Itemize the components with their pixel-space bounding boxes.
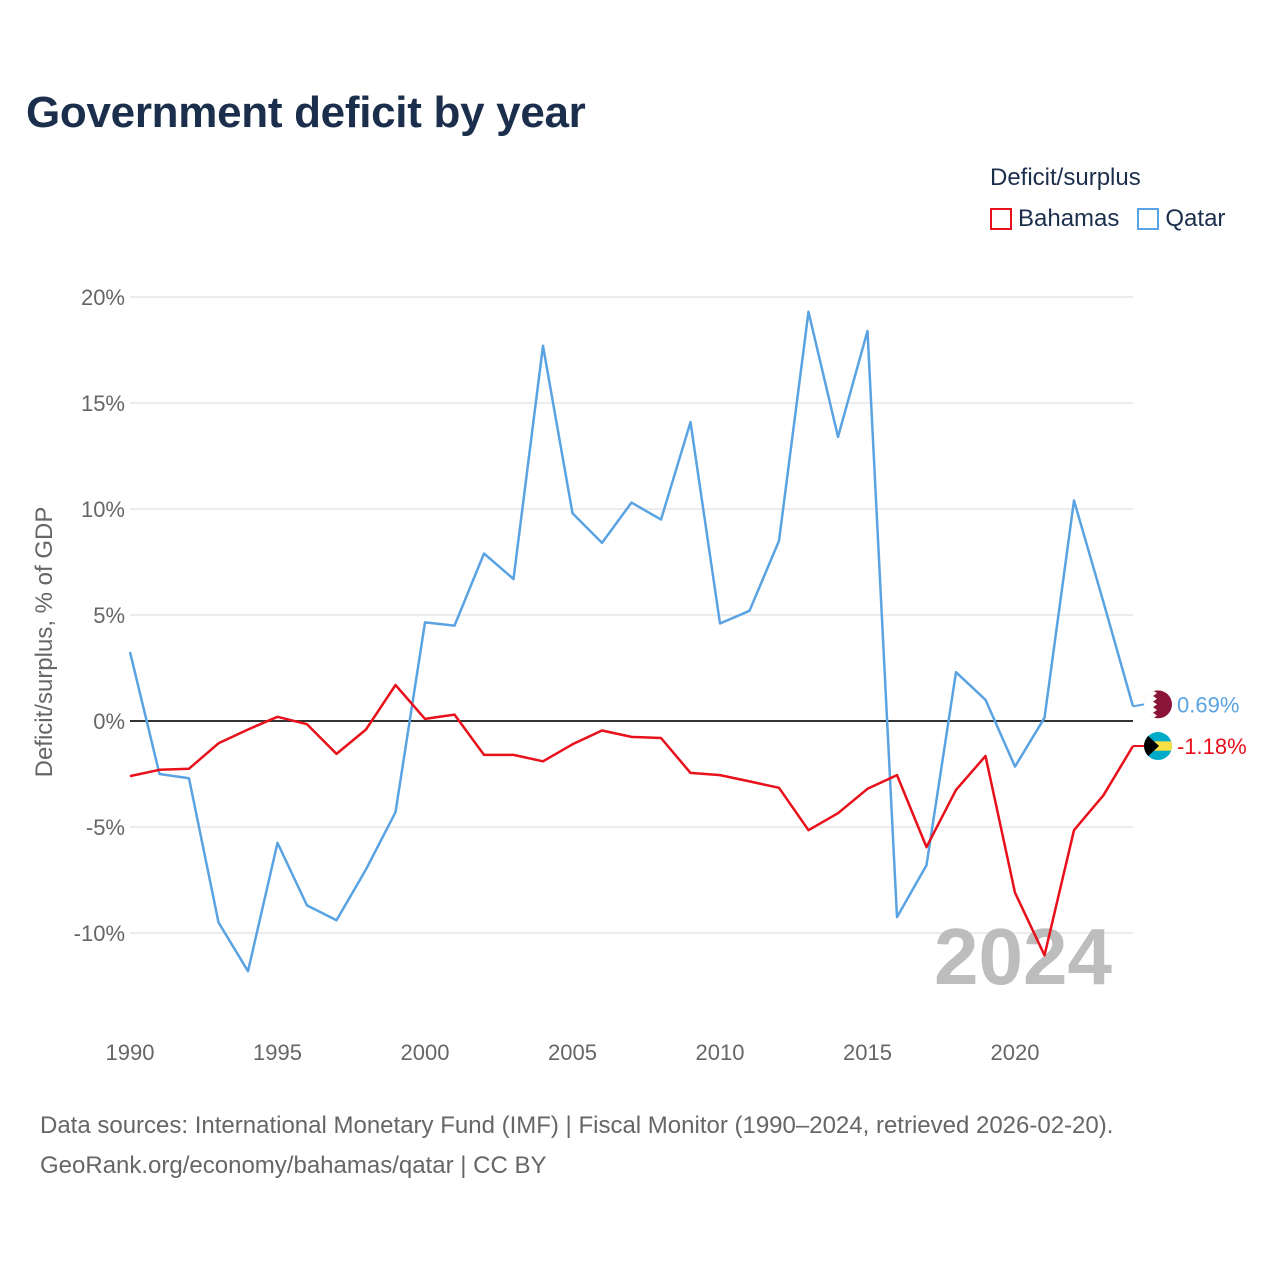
y-tick-label: 5% <box>93 603 125 628</box>
end-value-label-bahamas: -1.18% <box>1177 734 1247 759</box>
source-note: Data sources: International Monetary Fun… <box>40 1112 1114 1139</box>
legend-title: Deficit/surplus <box>990 164 1141 191</box>
y-axis-ticks: 20% 15% 10% 5% 0% -5% -10% <box>74 285 125 946</box>
legend-item-bahamas[interactable]: Bahamas <box>990 205 1119 233</box>
x-tick-label: 2010 <box>696 1040 745 1065</box>
y-tick-label: 10% <box>81 497 125 522</box>
x-tick-label: 1995 <box>253 1040 302 1065</box>
legend: Bahamas Qatar <box>990 205 1243 233</box>
x-tick-label: 1990 <box>106 1040 155 1065</box>
series-line-qatar[interactable] <box>128 310 1135 973</box>
y-tick-label: -10% <box>74 921 125 946</box>
y-tick-label: 20% <box>81 285 125 310</box>
x-tick-label: 2015 <box>843 1040 892 1065</box>
gridlines <box>130 296 1133 934</box>
series-lines <box>128 310 1135 973</box>
legend-swatch-bahamas <box>990 208 1012 230</box>
x-tick-label: 2000 <box>401 1040 450 1065</box>
x-tick-label: 2020 <box>991 1040 1040 1065</box>
series-line-bahamas[interactable] <box>129 683 1135 957</box>
attribution-link[interactable]: GeoRank.org/economy/bahamas/qatar | CC B… <box>40 1152 547 1179</box>
end-value-label-qatar: 0.69% <box>1177 692 1239 717</box>
y-tick-label: 15% <box>81 391 125 416</box>
line-chart: 20% 15% 10% 5% 0% -5% -10% 1990 1995 2000 2005 201… <box>31 285 1247 1065</box>
legend-label-bahamas: Bahamas <box>1018 205 1120 232</box>
x-tick-label: 2005 <box>548 1040 597 1065</box>
y-axis-label: Deficit/surplus, % of GDP <box>31 507 58 778</box>
series-endpoints: -1.18% 0.69% <box>1132 690 1247 761</box>
legend-label-qatar: Qatar <box>1165 205 1226 232</box>
legend-swatch-qatar <box>1137 208 1160 230</box>
bahamas-flag-icon <box>1144 732 1172 761</box>
qatar-flag-icon <box>1144 690 1172 719</box>
y-tick-label: -5% <box>86 815 125 840</box>
chart-title: Government deficit by year <box>26 88 586 137</box>
legend-item-qatar[interactable]: Qatar <box>1137 205 1225 233</box>
footer: Data sources: International Monetary Fun… <box>40 1106 1113 1186</box>
endpoint-connector <box>1132 703 1145 708</box>
y-tick-label: 0% <box>93 709 125 734</box>
x-axis-ticks: 1990 1995 2000 2005 2010 2015 2020 <box>106 1040 1040 1065</box>
current-year-overlay: 2024 <box>934 912 1112 1001</box>
